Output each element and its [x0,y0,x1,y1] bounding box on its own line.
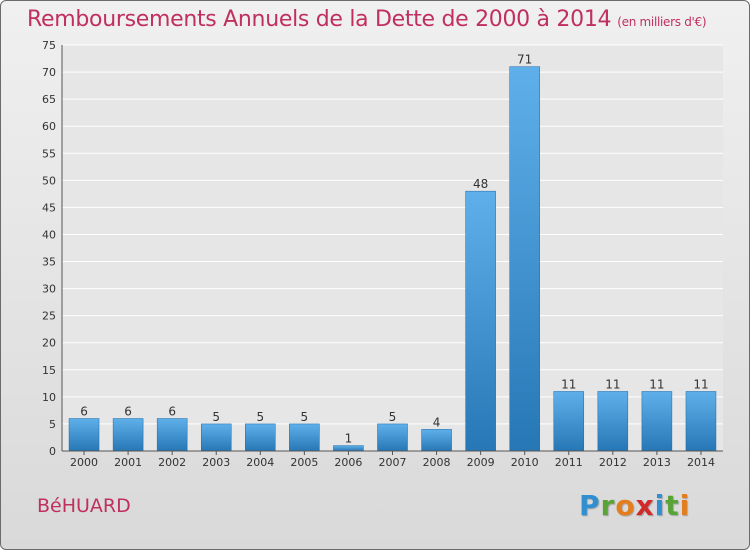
bar [200,423,232,452]
chart-title: Remboursements Annuels de la Dette de 20… [27,7,707,32]
data-label: 48 [473,177,488,191]
brand-logo-letter: t [665,489,680,522]
brand-logo-letter: o [615,489,636,522]
bar [377,423,408,452]
x-tick-label: 2012 [599,456,627,469]
bars: 6 6 6 5 5 5 1 5 4 48 71 11 11 11 11 [68,53,717,452]
data-label: 5 [389,410,397,424]
bar [641,391,673,452]
data-label: 5 [301,410,309,424]
y-tick-label: 40 [42,228,56,241]
brand-logo: Proxiti [579,489,690,522]
data-label: 5 [256,410,264,424]
brand-logo-letter: P [579,489,601,522]
x-tick-label: 2011 [555,456,583,469]
y-tick-label: 0 [49,445,56,458]
bar [156,418,188,452]
y-tick-label: 50 [42,174,56,187]
commune-name: BéHUARD [37,495,131,517]
y-tick-label: 10 [42,391,56,404]
bar [289,423,320,452]
brand-logo-letter: x [635,489,655,522]
plot-area [62,45,723,451]
y-tick-label: 60 [42,120,56,133]
x-tick-label: 2003 [202,456,230,469]
bar [685,391,717,452]
data-label: 6 [80,405,88,419]
chart-title-text: Remboursements Annuels de la Dette de 20… [27,7,612,32]
y-tick-label: 70 [42,66,56,79]
x-tick-label: 2007 [379,456,407,469]
x-tick-label: 2000 [70,456,98,469]
brand-logo-letter: i [679,489,691,522]
y-tick-label: 65 [42,93,56,106]
x-tick-label: 2014 [687,456,715,469]
y-tick-label: 5 [49,418,56,431]
x-axis: 2000 2001 2002 2003 2004 2005 2006 2007 2008 2009… [62,450,723,469]
chart-subtitle: (en milliers d'€) [617,15,707,29]
bar [68,418,100,452]
y-tick-label: 15 [42,364,56,377]
bar [333,445,364,452]
bar [112,418,144,452]
data-label: 5 [212,410,220,424]
brand-logo-letter: r [600,489,616,522]
x-tick-label: 2009 [467,456,495,469]
y-tick-label: 30 [42,283,56,296]
data-label: 11 [693,377,708,391]
x-tick-label: 2010 [511,456,539,469]
data-label: 11 [561,377,576,391]
x-tick-label: 2005 [290,456,318,469]
brand-logo-letter: i [654,489,666,522]
x-tick-label: 2008 [423,456,451,469]
x-tick-label: 2002 [158,456,186,469]
x-tick-label: 2004 [246,456,274,469]
data-label: 6 [124,405,132,419]
y-tick-label: 45 [42,201,56,214]
bar [245,423,276,452]
bar [509,66,540,452]
x-tick-label: 2006 [334,456,362,469]
data-label: 11 [605,377,620,391]
y-tick-label: 55 [42,147,56,160]
data-label: 4 [433,415,441,429]
x-tick-label: 2013 [643,456,671,469]
y-axis: 0 5 10 15 20 25 30 35 40 45 50 55 60 65 70 75 [42,39,63,458]
y-tick-label: 25 [42,310,56,323]
x-tick-label: 2001 [114,456,142,469]
y-tick-label: 35 [42,256,56,269]
data-label: 6 [168,405,176,419]
y-tick-label: 75 [42,39,56,52]
data-label: 1 [345,432,353,446]
data-label: 71 [517,53,532,67]
bar [597,391,629,452]
bar [421,429,452,452]
bar [553,391,585,452]
y-tick-label: 20 [42,337,56,350]
data-label: 11 [649,377,664,391]
bar [465,190,496,452]
